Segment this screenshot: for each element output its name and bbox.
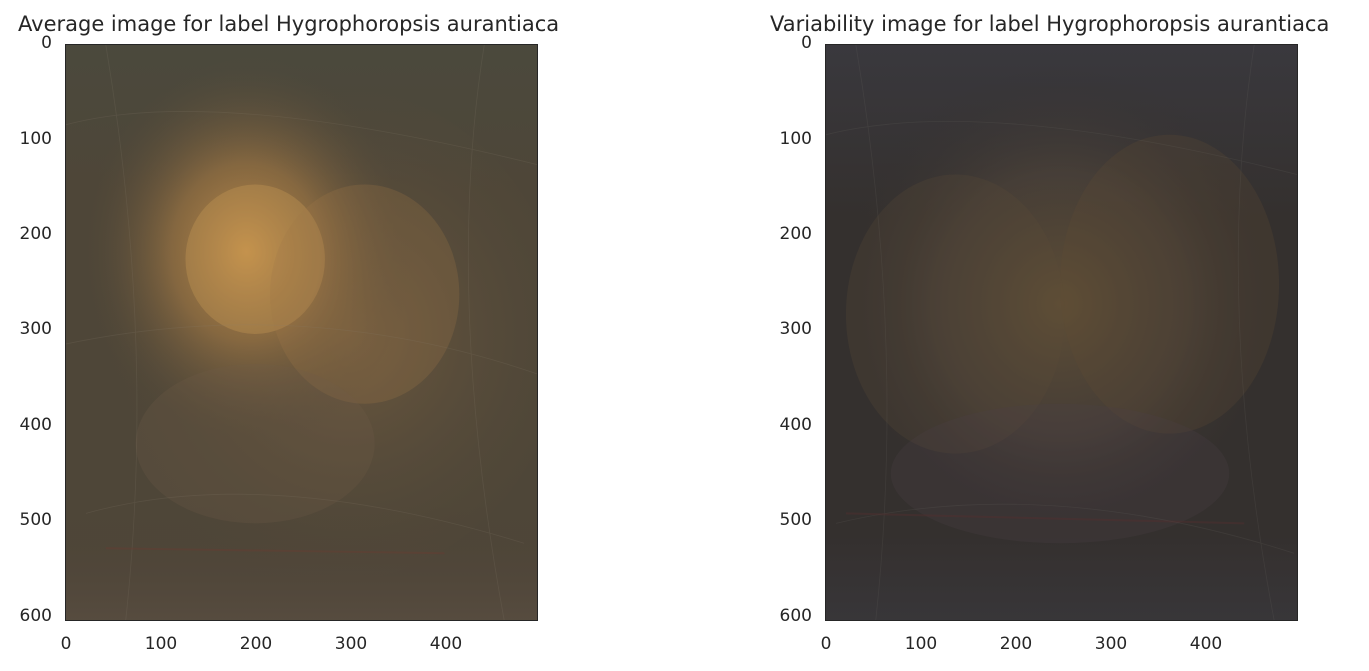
average-image (65, 44, 538, 621)
x-tick-label: 200 (239, 634, 273, 654)
average-image-panel: Average image for label Hygrophoropsis a… (0, 0, 600, 671)
x-tick-label: 100 (144, 634, 178, 654)
y-tick-label: 400 (779, 415, 812, 435)
variability-image-title: Variability image for label Hygrophorops… (770, 12, 1330, 36)
x-tick-label: 300 (1094, 634, 1128, 654)
x-tick-label: 100 (904, 634, 938, 654)
y-tick-label: 600 (779, 606, 812, 626)
x-tick-label: 0 (60, 634, 72, 654)
variability-image (825, 44, 1298, 621)
y-tick-label: 0 (41, 33, 52, 53)
y-tick-label: 100 (779, 129, 812, 149)
y-tick-label: 300 (779, 319, 812, 339)
y-tick-label: 200 (779, 224, 812, 244)
y-tick-label: 500 (19, 510, 52, 530)
x-tick-label: 200 (999, 634, 1033, 654)
average-image-picture (66, 45, 537, 620)
y-tick-label: 0 (801, 33, 812, 53)
average-image-title: Average image for label Hygrophoropsis a… (18, 12, 560, 36)
y-tick-label: 400 (19, 415, 52, 435)
x-tick-label: 0 (820, 634, 832, 654)
variability-image-panel: Variability image for label Hygrophorops… (760, 0, 1360, 671)
x-tick-label: 300 (334, 634, 368, 654)
x-tick-label: 400 (1189, 634, 1223, 654)
y-tick-label: 300 (19, 319, 52, 339)
y-tick-label: 600 (19, 606, 52, 626)
variability-image-picture (826, 45, 1297, 620)
x-tick-label: 400 (429, 634, 463, 654)
y-tick-label: 200 (19, 224, 52, 244)
y-tick-label: 100 (19, 129, 52, 149)
y-tick-label: 500 (779, 510, 812, 530)
